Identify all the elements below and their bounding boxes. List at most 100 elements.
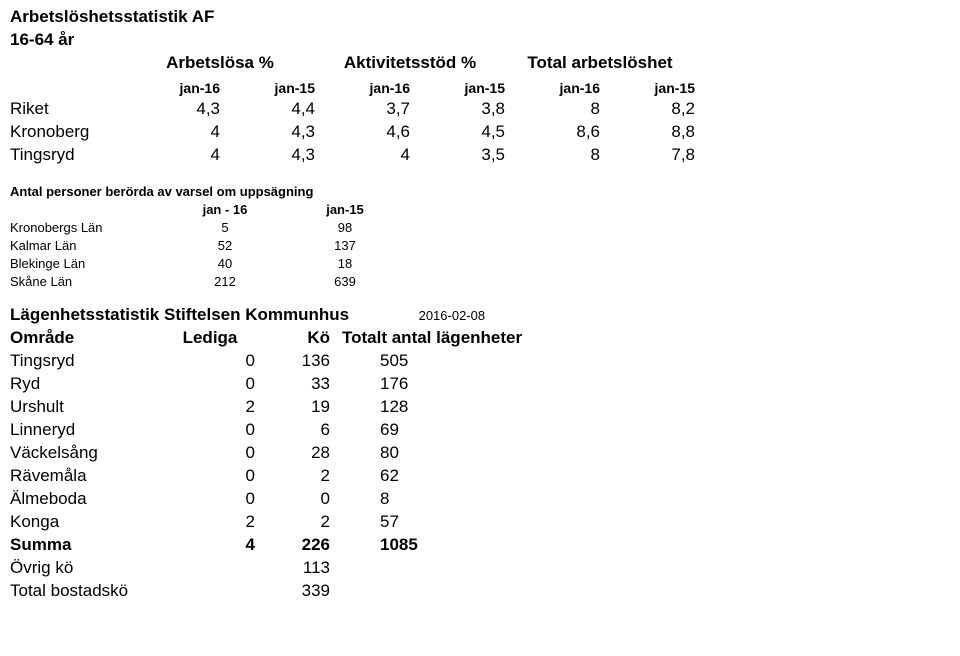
cell-value: 62 — [330, 465, 680, 488]
cell-value: 28 — [255, 442, 330, 465]
row-label: Urshult — [10, 396, 165, 419]
row-label: Tingsryd — [10, 144, 125, 167]
cell-value: 128 — [330, 396, 680, 419]
unemployment-table: Arbetslösa % Aktivitetsstöd % Total arbe… — [10, 52, 695, 167]
cell-value: 2 — [255, 465, 330, 488]
cell-value: 639 — [285, 272, 405, 290]
cell-value: 19 — [255, 396, 330, 419]
cell-value: 3,5 — [410, 144, 505, 167]
cell-value: 4,3 — [220, 121, 315, 144]
cell-value: 8,6 — [505, 121, 600, 144]
lagenhet-date: 2016-02-08 — [419, 308, 486, 323]
lagenhet-title-row: Lägenhetsstatistik Stiftelsen Kommunhus … — [10, 304, 950, 327]
group-header-row: Arbetslösa % Aktivitetsstöd % Total arbe… — [10, 52, 695, 75]
group-header: Aktivitetsstöd % — [315, 52, 505, 75]
cell-value: 52 — [165, 236, 285, 254]
cell-value: 4,6 — [315, 121, 410, 144]
table-row: Tingsryd0136505 — [10, 350, 680, 373]
group-header: Arbetslösa % — [125, 52, 315, 75]
varsel-header-row: jan - 16 jan-15 — [10, 200, 405, 218]
cell-value — [330, 557, 680, 580]
table-row: Riket4,34,43,73,888,2 — [10, 98, 695, 121]
cell-value: 8 — [330, 488, 680, 511]
table-row: Linneryd0669 — [10, 419, 680, 442]
row-label: Älmeboda — [10, 488, 165, 511]
cell-value — [165, 557, 255, 580]
cell-value: 33 — [255, 373, 330, 396]
col-header: jan-15 — [220, 75, 315, 98]
cell-value: 4,3 — [125, 98, 220, 121]
table-row: Rävemåla0262 — [10, 465, 680, 488]
table-row: Älmeboda008 — [10, 488, 680, 511]
cell-value: 212 — [165, 272, 285, 290]
table-row: Ryd033176 — [10, 373, 680, 396]
cell-value: 6 — [255, 419, 330, 442]
cell-value — [165, 580, 255, 603]
cell-value: 4 — [125, 121, 220, 144]
cell-value: 7,8 — [600, 144, 695, 167]
varsel-table: jan - 16 jan-15 Kronobergs Län598Kalmar … — [10, 200, 405, 290]
lag-header-ko: Kö — [255, 327, 330, 350]
cell-value: 8,2 — [600, 98, 695, 121]
page-title-1: Arbetslöshetsstatistik AF — [10, 6, 950, 29]
lagenhet-title: Lägenhetsstatistik Stiftelsen Kommunhus — [10, 305, 349, 324]
table-row: Konga2257 — [10, 511, 680, 534]
table-row: Kalmar Län52137 — [10, 236, 405, 254]
varsel-col-header: jan-15 — [285, 200, 405, 218]
cell-value: 0 — [165, 373, 255, 396]
column-header-row: jan-16 jan-15 jan-16 jan-15 jan-16 jan-1… — [10, 75, 695, 98]
lagenhet-header-row: Område Lediga Kö Totalt antal lägenheter — [10, 327, 680, 350]
lag-header-omrade: Område — [10, 327, 165, 350]
cell-value: 2 — [165, 511, 255, 534]
table-row: Övrig kö 113 — [10, 557, 680, 580]
cell-value: 57 — [330, 511, 680, 534]
cell-value — [330, 580, 680, 603]
col-header: jan-15 — [600, 75, 695, 98]
cell-value: 0 — [165, 465, 255, 488]
cell-value: 18 — [285, 254, 405, 272]
cell-value: 176 — [330, 373, 680, 396]
varsel-title: Antal personer berörda av varsel om upps… — [10, 183, 950, 201]
cell-value: 4 — [315, 144, 410, 167]
lagenhet-table: Område Lediga Kö Totalt antal lägenheter… — [10, 327, 680, 603]
row-label: Kronoberg — [10, 121, 125, 144]
cell-value: 80 — [330, 442, 680, 465]
cell-value: 4,3 — [220, 144, 315, 167]
row-label: Summa — [10, 534, 165, 557]
row-label: Konga — [10, 511, 165, 534]
row-label: Blekinge Län — [10, 254, 165, 272]
cell-value: 339 — [255, 580, 330, 603]
row-label: Kronobergs Län — [10, 218, 165, 236]
cell-value: 8 — [505, 144, 600, 167]
cell-value: 0 — [165, 442, 255, 465]
title-block: Arbetslöshetsstatistik AF 16-64 år — [10, 6, 950, 52]
row-label: Ryd — [10, 373, 165, 396]
table-row: Total bostadskö 339 — [10, 580, 680, 603]
group-header: Total arbetslöshet — [505, 52, 695, 75]
cell-value: 1085 — [330, 534, 680, 557]
row-label: Total bostadskö — [10, 580, 165, 603]
row-label: Riket — [10, 98, 125, 121]
cell-value: 113 — [255, 557, 330, 580]
row-label: Väckelsång — [10, 442, 165, 465]
row-label: Kalmar Län — [10, 236, 165, 254]
cell-value: 0 — [165, 350, 255, 373]
lag-header-lediga: Lediga — [165, 327, 255, 350]
cell-value: 2 — [165, 396, 255, 419]
cell-value: 40 — [165, 254, 285, 272]
col-header: jan-16 — [125, 75, 220, 98]
table-row: Urshult219128 — [10, 396, 680, 419]
row-label: Övrig kö — [10, 557, 165, 580]
table-row: Kronobergs Län598 — [10, 218, 405, 236]
cell-value: 5 — [165, 218, 285, 236]
page-title-2: 16-64 år — [10, 29, 950, 52]
cell-value: 505 — [330, 350, 680, 373]
cell-value: 8 — [505, 98, 600, 121]
row-label: Linneryd — [10, 419, 165, 442]
row-label: Rävemåla — [10, 465, 165, 488]
table-row: Skåne Län212639 — [10, 272, 405, 290]
col-header: jan-15 — [410, 75, 505, 98]
cell-value: 0 — [165, 488, 255, 511]
table-row: Kronoberg44,34,64,58,68,8 — [10, 121, 695, 144]
cell-value: 4,5 — [410, 121, 505, 144]
